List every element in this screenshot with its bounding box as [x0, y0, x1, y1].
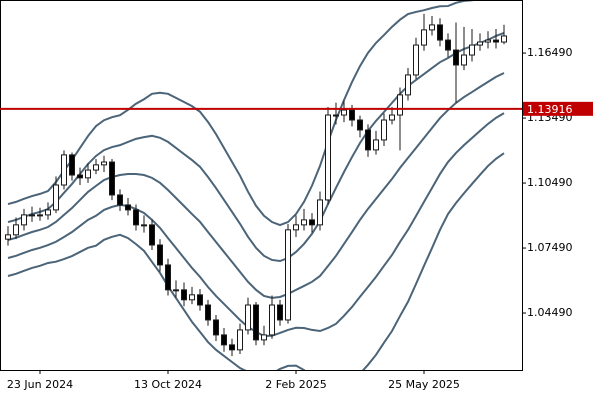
band-line [7, 152, 505, 370]
candle-body [365, 129, 371, 151]
candle-body [381, 119, 387, 141]
candle-body [253, 304, 259, 341]
candle-body [333, 114, 339, 117]
x-tick-label: 23 Jun 2024 [7, 378, 73, 391]
candle-body [237, 329, 243, 351]
candle-body [269, 304, 275, 336]
y-tick-label: 1.04490 [527, 306, 573, 319]
candle-body [157, 244, 163, 266]
candle-body [189, 294, 195, 301]
candle-body [133, 209, 139, 226]
plot-area [5, 0, 507, 370]
candle-body [493, 39, 499, 43]
candle-body [93, 164, 99, 171]
candle-body [357, 119, 363, 131]
candle-body [101, 161, 107, 166]
candle-body [85, 169, 91, 179]
candle-body [397, 94, 403, 116]
candle-body [221, 334, 227, 346]
candle-body [301, 219, 307, 226]
candle-body [5, 234, 11, 240]
candle-body [61, 154, 67, 186]
candle-body [309, 219, 315, 226]
candle-body [13, 224, 19, 236]
price-level-box [523, 101, 593, 116]
candle-body [317, 199, 323, 226]
candle-body [173, 289, 179, 292]
candle-body [349, 109, 355, 121]
candle-body [277, 304, 283, 321]
candle-body [469, 44, 475, 56]
candle-body [405, 74, 411, 96]
candle-body [429, 24, 435, 31]
candle-body [21, 214, 27, 226]
candle-body [109, 161, 115, 196]
band-line [7, 31, 505, 263]
candle-body [413, 44, 419, 76]
candle-body [285, 229, 291, 321]
candle-body [341, 109, 347, 116]
candle-body [261, 334, 267, 341]
candle-body [501, 35, 507, 43]
candle-body [53, 184, 59, 211]
y-tick-label: 1.16490 [527, 46, 573, 59]
band-line [7, 72, 505, 299]
candle-body [293, 224, 299, 231]
candle-body [141, 224, 147, 227]
x-tick-label: 13 Oct 2024 [134, 378, 202, 391]
candle-body [29, 214, 35, 217]
candle-body [325, 114, 331, 201]
candle-body [421, 29, 427, 46]
candle-body [37, 214, 43, 217]
y-tick-label: 1.07490 [527, 241, 573, 254]
candle-body [461, 54, 467, 66]
candle-body [437, 24, 443, 41]
candle-body [45, 209, 51, 216]
candle-body [213, 319, 219, 336]
candle-body [453, 49, 459, 66]
candle-body [389, 114, 395, 121]
candle-body [197, 294, 203, 306]
candle-body [485, 39, 491, 43]
candle-body [229, 344, 235, 351]
candle-body [445, 39, 451, 51]
band-line [7, 0, 480, 227]
y-tick-label: 1.10490 [527, 176, 573, 189]
candle-body [149, 224, 155, 246]
candle-body [373, 139, 379, 151]
price-level-label: 1.13916 [527, 103, 573, 116]
candle-body [165, 264, 171, 291]
candle-body [205, 304, 211, 321]
x-tick-label: 2 Feb 2025 [265, 378, 326, 391]
candle-body [69, 154, 75, 176]
candle-body [181, 289, 187, 301]
candle-body [125, 204, 131, 211]
plot-frame [0, 0, 523, 371]
candle-body [77, 174, 83, 179]
candle-body [477, 41, 483, 46]
candle-body [245, 304, 251, 331]
candle-body [117, 194, 123, 206]
x-tick-label: 25 May 2025 [388, 378, 460, 391]
